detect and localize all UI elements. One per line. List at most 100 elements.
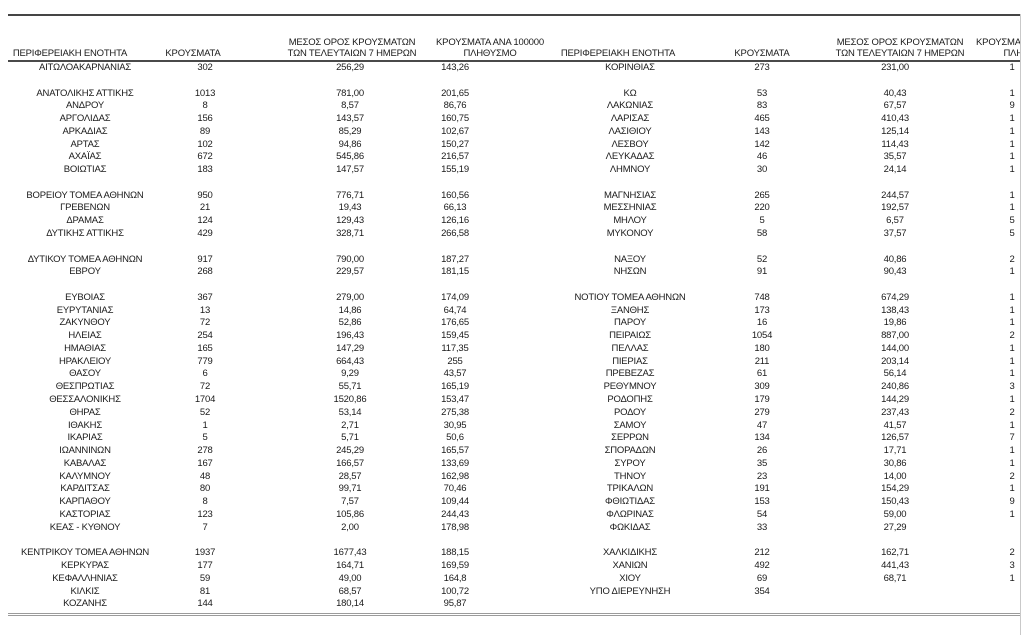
avg7-cell: 40,86 (883, 253, 907, 265)
region-cell: ΜΥΚΟΝΟΥ (606, 228, 654, 239)
per100k-cell: 86,76 (443, 100, 467, 112)
cases-cell: 53 (756, 87, 768, 99)
region-cell: ΛΕΥΚΑΔΑΣ (605, 151, 655, 163)
avg7-cell: 231,00 (881, 62, 909, 73)
avg7-cell: 154,29 (881, 483, 909, 495)
region-cell: ΣΥΡΟΥ (614, 457, 646, 469)
cases-cell: 52 (756, 253, 768, 265)
avg7-cell: 5,71 (341, 432, 359, 444)
cases-cell: 278 (197, 445, 213, 457)
region-cell: ΜΕΣΣΗΝΙΑΣ (603, 202, 657, 214)
per100k-cell: 165,57 (441, 445, 469, 457)
region-cell: ΛΗΜΝΟΥ (609, 164, 651, 176)
avg7-cell: 37,57 (883, 228, 907, 239)
avg7-cell: 441,43 (881, 560, 909, 572)
region-cell: ΘΕΣΠΡΩΤΙΑΣ (55, 381, 115, 393)
avg7-cell: 674,29 (881, 291, 909, 303)
cases-cell: 26 (756, 445, 768, 457)
per100k-cell: 160,75 (441, 113, 469, 125)
avg7-cell: 776,71 (336, 189, 364, 201)
per100k-cell: 117,35 (441, 342, 469, 354)
avg7-cell: 245,29 (336, 445, 364, 457)
region-cell: ΚΑΡΠΑΘΟΥ (59, 496, 111, 508)
per100k-partial-cell: 1 (1009, 113, 1015, 125)
per100k-partial-cell: 1 (1009, 202, 1015, 214)
region-cell: ΤΗΝΟΥ (614, 470, 646, 482)
per100k-partial-cell: 3 (1009, 560, 1015, 572)
cases-cell: 83 (756, 100, 768, 112)
per100k-partial-cell: 3 (1009, 381, 1015, 393)
per100k-partial-cell: 1 (1009, 394, 1015, 406)
right-edge-line (1020, 14, 1021, 635)
per100k-partial-cell: 2 (1009, 547, 1015, 559)
avg7-cell: 129,43 (336, 215, 364, 227)
avg7-cell: 52,86 (338, 317, 362, 329)
region-cell: ΣΕΡΡΩΝ (611, 432, 649, 444)
per100k-cell: 201,65 (441, 87, 469, 99)
avg7-cell: 85,29 (338, 125, 362, 137)
avg7-cell: 196,43 (336, 330, 364, 342)
region-cell: ΚΑΛΥΜΝΟΥ (59, 470, 111, 482)
per100k-cell: 159,45 (441, 330, 469, 342)
region-cell: ΕΒΡΟΥ (69, 266, 101, 278)
cases-cell: 220 (754, 202, 770, 214)
region-cell: ΘΑΣΟΥ (69, 368, 101, 380)
cases-cell: 1013 (194, 87, 216, 99)
cases-cell: 180 (754, 342, 770, 354)
avg7-cell: 41,57 (883, 419, 907, 431)
avg7-cell: 545,86 (336, 151, 364, 163)
avg7-cell: 1677,43 (333, 547, 367, 559)
avg7-cell: 256,29 (336, 62, 364, 73)
per100k-partial-cell: 1 (1009, 483, 1015, 495)
cases-cell: 123 (197, 508, 213, 520)
cases-cell: 153 (754, 496, 770, 508)
per100k-partial-cell: 2 (1009, 330, 1015, 342)
region-cell: ΓΡΕΒΕΝΩΝ (60, 202, 110, 214)
avg7-cell: 2,00 (341, 521, 359, 533)
region-cell: ΑΡΤΑΣ (70, 138, 100, 150)
per100k-cell: 188,15 (441, 547, 469, 559)
per100k-partial-cell: 1 (1009, 445, 1015, 457)
region-cell: ΤΡΙΚΑΛΩΝ (606, 483, 654, 495)
per100k-cell: 102,67 (441, 125, 469, 137)
cases-cell: 144 (197, 598, 213, 610)
per100k-cell: 143,26 (441, 62, 469, 73)
cases-cell: 183 (197, 164, 213, 176)
per100k-cell: 266,58 (441, 228, 469, 239)
per100k-cell: 216,57 (441, 151, 469, 163)
avg7-cell: 143,57 (336, 113, 364, 125)
cases-cell: 102 (197, 138, 213, 150)
per100k-partial-cell: 5 (1009, 215, 1015, 227)
avg7-cell: 105,86 (336, 508, 364, 520)
cases-cell: 672 (197, 151, 213, 163)
region-cell: ΚΟΡΙΝΘΙΑΣ (605, 62, 655, 73)
cases-cell: 72 (199, 317, 211, 329)
cases-cell: 465 (754, 113, 770, 125)
per100k-cell: 66,13 (443, 202, 467, 214)
cases-cell: 35 (756, 457, 768, 469)
per100k-cell: 165,19 (441, 381, 469, 393)
region-cell: ΔΥΤΙΚΗΣ ΑΤΤΙΚΗΣ (46, 228, 124, 239)
cases-cell: 58 (756, 228, 768, 239)
avg7-cell: 28,57 (338, 470, 362, 482)
region-cell: ΧΙΟΥ (619, 572, 641, 584)
per100k-cell: 109,44 (441, 496, 469, 508)
avg7-cell: 19,43 (338, 202, 362, 214)
region-cell: ΦΩΚΙΔΑΣ (609, 521, 651, 533)
left-col-header-per100k-line2: ΠΛΗΘΥΣΜΟ (463, 48, 517, 59)
avg7-cell: 240,86 (881, 381, 909, 393)
cases-cell: 48 (199, 470, 211, 482)
cases-cell: 80 (199, 483, 211, 495)
region-cell: ΗΜΑΘΙΑΣ (64, 342, 106, 354)
cases-cell: 33 (756, 521, 768, 533)
per100k-cell: 150,27 (441, 138, 469, 150)
per100k-cell: 164,8 (443, 572, 467, 584)
per100k-cell: 181,15 (441, 266, 469, 278)
region-cell: ΒΟΡΕΙΟΥ ΤΟΜΕΑ ΑΘΗΝΩΝ (26, 189, 144, 201)
per100k-partial-cell: 7 (1009, 432, 1015, 444)
avg7-cell: 125,14 (881, 125, 909, 137)
cases-cell: 779 (197, 355, 213, 367)
cases-cell: 89 (199, 125, 211, 137)
left-col-header-cases: ΚΡΟΥΣΜΑΤΑ (165, 48, 221, 59)
right-col-header-region: ΠΕΡΙΦΕΡΕΙΑΚΗ ΕΝΟΤΗΤΑ (560, 48, 676, 59)
